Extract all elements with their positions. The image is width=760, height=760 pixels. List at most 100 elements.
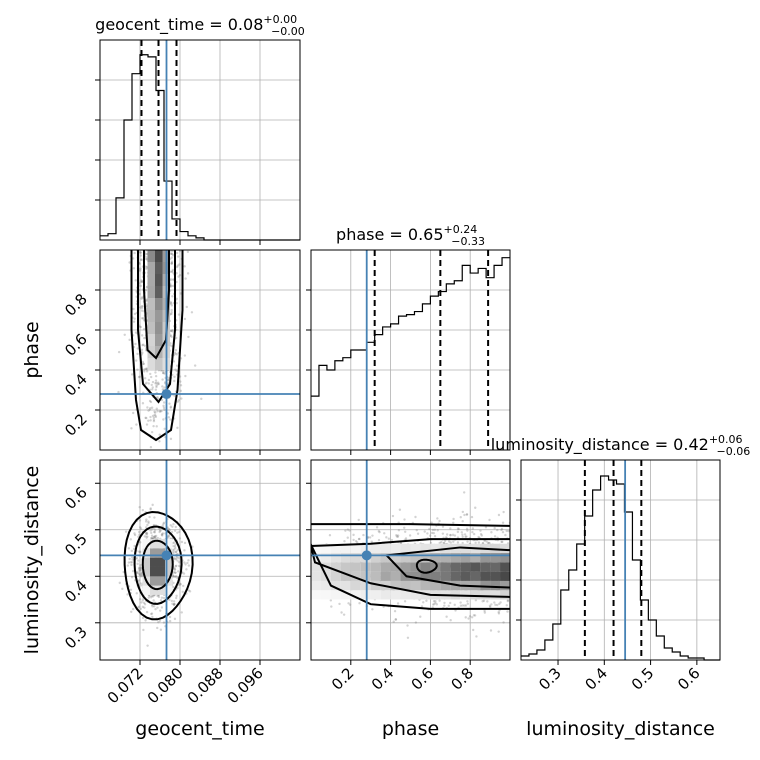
density-cell xyxy=(330,580,341,591)
sample-point xyxy=(403,530,407,533)
sample-point xyxy=(182,572,186,575)
sample-point xyxy=(474,541,477,545)
sample-point xyxy=(172,541,176,544)
sample-point xyxy=(144,416,147,420)
density-cell xyxy=(440,580,451,591)
sample-point xyxy=(145,416,148,420)
sample-point xyxy=(506,599,510,603)
sample-point xyxy=(172,544,175,548)
sample-point xyxy=(174,575,178,578)
density-cell xyxy=(390,571,401,581)
sample-point xyxy=(145,370,149,373)
density-cell xyxy=(147,274,155,286)
sample-point xyxy=(485,540,488,543)
sample-point xyxy=(352,538,355,542)
density-cell xyxy=(150,566,158,577)
density-cell xyxy=(340,553,351,563)
sample-point xyxy=(466,600,469,603)
density-cell xyxy=(490,571,501,581)
sample-point xyxy=(463,533,467,536)
density-cell xyxy=(320,543,331,554)
sample-point xyxy=(133,532,136,535)
density-cell xyxy=(155,250,163,262)
sample-point xyxy=(179,389,183,393)
sample-point xyxy=(135,359,138,362)
sample-point xyxy=(490,531,493,534)
density-cell xyxy=(311,553,321,563)
sample-point xyxy=(178,530,181,534)
sample-point xyxy=(155,381,158,384)
sample-point xyxy=(138,526,142,529)
sample-point xyxy=(139,568,143,571)
sample-point xyxy=(145,381,148,384)
sample-point xyxy=(175,594,178,598)
sample-point xyxy=(479,533,483,536)
sample-point xyxy=(130,563,133,567)
sample-point xyxy=(139,573,142,577)
density-cell xyxy=(380,562,391,572)
sample-point xyxy=(472,628,475,632)
sample-point xyxy=(187,335,190,339)
density-cell xyxy=(410,580,421,591)
sample-point xyxy=(414,621,418,624)
density-cell xyxy=(470,571,481,581)
sample-point xyxy=(415,528,418,532)
sample-point xyxy=(175,550,178,554)
sample-point xyxy=(155,407,158,410)
density-cell xyxy=(490,553,501,563)
sample-point xyxy=(141,334,144,337)
y-axis-label-luminosity_distance: luminosity_distance xyxy=(21,466,43,655)
density-cell xyxy=(460,562,471,572)
density-cell xyxy=(155,322,163,334)
sample-point xyxy=(172,552,175,555)
sample-point xyxy=(175,369,178,373)
panel-title-phase: phase = 0.65+0.24 −0.33 xyxy=(336,223,485,248)
sample-point xyxy=(162,370,165,373)
sample-point xyxy=(143,336,146,340)
sample-point xyxy=(168,615,172,619)
sample-point xyxy=(430,531,434,535)
sample-point xyxy=(145,526,148,529)
histogram-geocent_time xyxy=(100,54,300,241)
sample-point xyxy=(466,540,469,543)
sample-point xyxy=(490,603,493,606)
sample-point xyxy=(138,569,142,572)
density-cell xyxy=(155,286,163,298)
sample-point xyxy=(461,520,464,523)
sample-point xyxy=(172,585,175,589)
sample-point xyxy=(150,536,153,540)
sample-point xyxy=(174,550,177,554)
density-cell xyxy=(155,298,163,310)
sample-point xyxy=(443,539,447,543)
sample-point xyxy=(175,336,178,340)
sample-point xyxy=(140,258,143,261)
sample-point xyxy=(154,388,158,391)
sample-point xyxy=(356,541,359,544)
density-cell xyxy=(360,590,371,600)
density-cell xyxy=(157,585,165,595)
sample-point xyxy=(167,535,170,538)
contour-0 xyxy=(123,511,194,621)
sample-point xyxy=(130,373,134,376)
sample-point xyxy=(457,527,460,531)
x-tick-label-geocent_time: 0.088 xyxy=(184,664,227,707)
sample-point xyxy=(145,286,148,289)
sample-point xyxy=(445,533,449,536)
sample-point xyxy=(170,262,173,265)
sample-point xyxy=(431,603,435,606)
sample-point xyxy=(483,611,487,614)
sample-point xyxy=(151,615,154,619)
sample-point xyxy=(425,599,428,603)
sample-point xyxy=(170,335,173,339)
sample-point xyxy=(406,636,410,639)
density-cell xyxy=(360,543,371,554)
sample-point xyxy=(501,521,505,524)
sample-point xyxy=(465,513,469,516)
density-cell xyxy=(150,548,158,558)
sample-point xyxy=(177,556,180,560)
sample-point xyxy=(182,584,185,588)
sample-point xyxy=(506,599,510,602)
sample-point xyxy=(152,424,155,428)
sample-point xyxy=(146,523,149,527)
density-cell xyxy=(430,543,441,554)
